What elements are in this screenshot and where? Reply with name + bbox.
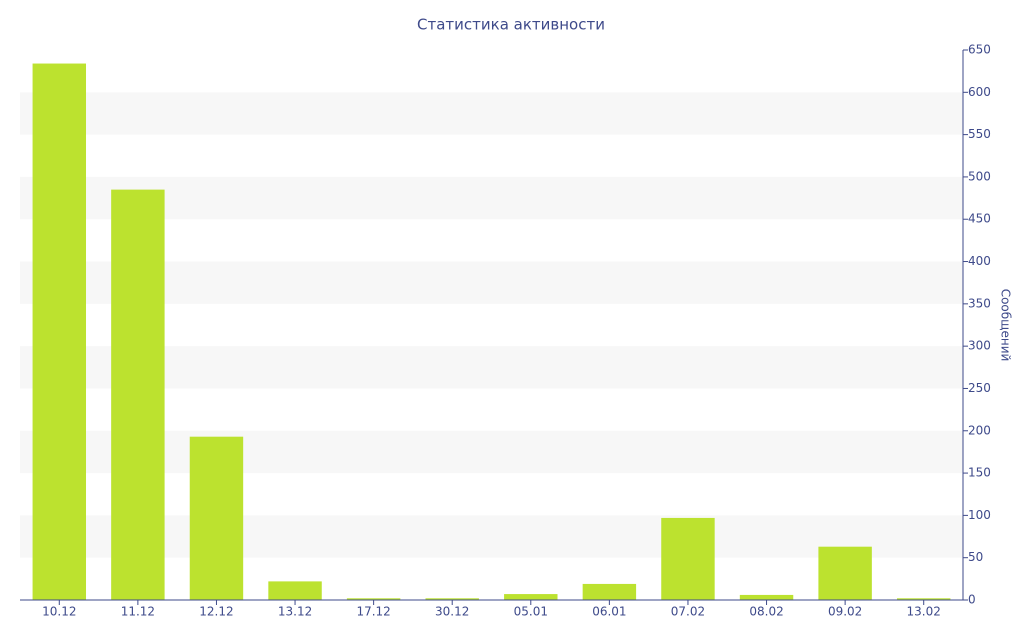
y-tick-label: 50 (968, 550, 983, 564)
bar (896, 598, 951, 600)
bar (661, 517, 715, 600)
bar (582, 583, 637, 600)
grid-band (20, 346, 963, 389)
y-tick-label: 250 (968, 381, 991, 395)
x-tick-label: 11.12 (121, 605, 155, 619)
x-tick-label: 08.02 (749, 605, 783, 619)
grid-band (20, 515, 963, 558)
bar (346, 598, 401, 600)
bar (32, 63, 87, 601)
bar (739, 594, 794, 600)
y-tick-label: 450 (968, 212, 991, 226)
y-tick-label: 600 (968, 85, 991, 99)
x-tick-label: 09.02 (828, 605, 862, 619)
grid-band (20, 261, 963, 304)
y-tick-label: 400 (968, 254, 991, 268)
x-tick-label: 17.12 (356, 605, 390, 619)
x-tick-label: 30.12 (435, 605, 469, 619)
bar (425, 598, 479, 600)
bar (818, 546, 872, 600)
bar (111, 189, 165, 600)
y-tick-label: 350 (968, 296, 991, 310)
y-tick-label: 0 (968, 593, 976, 607)
x-tick-label: 10.12 (42, 605, 76, 619)
x-tick-label: 13.02 (907, 605, 941, 619)
bar (268, 581, 322, 600)
grid-band (20, 430, 963, 474)
y-tick-label: 300 (968, 339, 991, 353)
x-tick-label: 05.01 (514, 605, 548, 619)
x-tick-label: 12.12 (199, 605, 233, 619)
x-tick-label: 07.02 (671, 605, 705, 619)
grid-band (20, 176, 963, 220)
y-tick-label: 150 (968, 466, 991, 480)
x-tick-label: 13.12 (278, 605, 312, 619)
y-tick-label: 650 (968, 43, 991, 57)
y-axis-title: Сообщений (999, 289, 1013, 362)
y-tick-label: 100 (968, 508, 991, 522)
y-tick-label: 550 (968, 127, 991, 141)
bar (189, 436, 244, 600)
y-tick-label: 500 (968, 169, 991, 183)
x-tick-label: 06.01 (592, 605, 626, 619)
grid-band (20, 92, 963, 135)
chart-title: Статистика активности (417, 16, 605, 34)
bar (504, 594, 558, 600)
y-tick-label: 200 (968, 423, 991, 437)
